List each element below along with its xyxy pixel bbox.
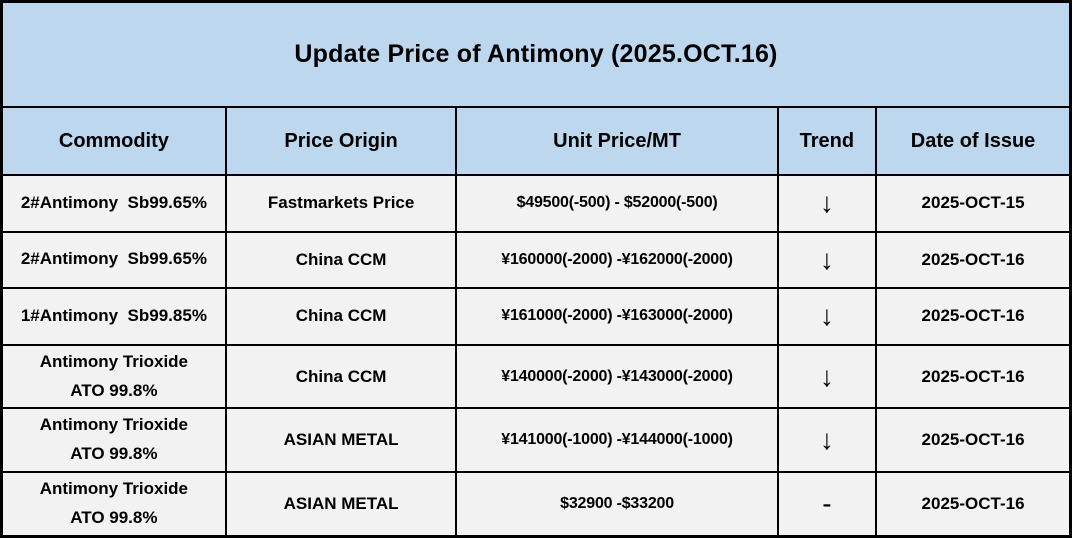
unit-price-cell: ¥160000(-2000) -¥162000(-2000) (455, 232, 776, 288)
price-origin-cell: ASIAN METAL (224, 409, 456, 472)
table-row: 2#Antimony Sb99.65% Fastmarkets Price $4… (3, 174, 1069, 231)
trend-down-icon: ↓ (776, 345, 875, 408)
table-row: Antimony Trioxide ATO 99.8% ASIAN METAL … (3, 407, 1069, 472)
trend-down-icon: ↓ (776, 409, 875, 472)
date-of-issue-cell: 2025-OCT-16 (875, 289, 1069, 344)
column-header-unit-price: Unit Price/MT (455, 108, 776, 174)
price-origin-cell: China CCM (224, 289, 456, 344)
column-header-trend: Trend (776, 108, 875, 174)
unit-price-cell: ¥161000(-2000) -¥163000(-2000) (455, 289, 776, 344)
unit-price-cell: $32900 -$33200 (455, 473, 776, 535)
date-of-issue-cell: 2025-OCT-16 (875, 473, 1069, 535)
price-origin-cell: ASIAN METAL (224, 473, 456, 535)
price-origin-cell: China CCM (224, 232, 456, 288)
date-of-issue-cell: 2025-OCT-15 (875, 176, 1069, 231)
column-header-date-of-issue: Date of Issue (875, 108, 1069, 174)
table-row: 2#Antimony Sb99.65% China CCM ¥160000(-2… (3, 230, 1069, 288)
page-title: Update Price of Antimony (2025.OCT.16) (294, 40, 778, 68)
price-origin-cell: China CCM (224, 345, 456, 408)
column-header-commodity: Commodity (58, 129, 169, 152)
date-of-issue-cell: 2025-OCT-16 (875, 232, 1069, 288)
unit-price-cell: ¥140000(-2000) -¥143000(-2000) (455, 345, 776, 408)
unit-price-cell: $49500(-500) - $52000(-500) (455, 176, 776, 231)
commodity-cell: Antimony Trioxide ATO 99.8% (39, 351, 189, 400)
date-of-issue-cell: 2025-OCT-16 (875, 409, 1069, 472)
column-header-price-origin: Price Origin (224, 108, 456, 174)
commodity-cell: 2#Antimony Sb99.65% (20, 249, 207, 269)
trend-down-icon: ↓ (776, 176, 875, 231)
trend-down-icon: ↓ (776, 232, 875, 288)
commodity-cell: 2#Antimony Sb99.65% (20, 192, 207, 212)
table-row: 1#Antimony Sb99.85% China CCM ¥161000(-2… (3, 287, 1069, 344)
date-of-issue-cell: 2025-OCT-16 (875, 345, 1069, 408)
price-origin-cell: Fastmarkets Price (224, 176, 456, 231)
table-row: Antimony Trioxide ATO 99.8% China CCM ¥1… (3, 343, 1069, 408)
commodity-cell: Antimony Trioxide ATO 99.8% (39, 415, 189, 464)
table-row: Antimony Trioxide ATO 99.8% ASIAN METAL … (3, 471, 1069, 535)
unit-price-cell: ¥141000(-1000) -¥144000(-1000) (455, 409, 776, 472)
trend-flat-icon: - (776, 473, 875, 535)
commodity-cell: Antimony Trioxide ATO 99.8% (39, 479, 189, 528)
trend-down-icon: ↓ (776, 289, 875, 344)
table-header-row: Commodity Price Origin Unit Price/MT Tre… (3, 106, 1069, 174)
commodity-cell: 1#Antimony Sb99.85% (20, 305, 207, 325)
table-title-bar: Update Price of Antimony (2025.OCT.16) (3, 3, 1069, 106)
